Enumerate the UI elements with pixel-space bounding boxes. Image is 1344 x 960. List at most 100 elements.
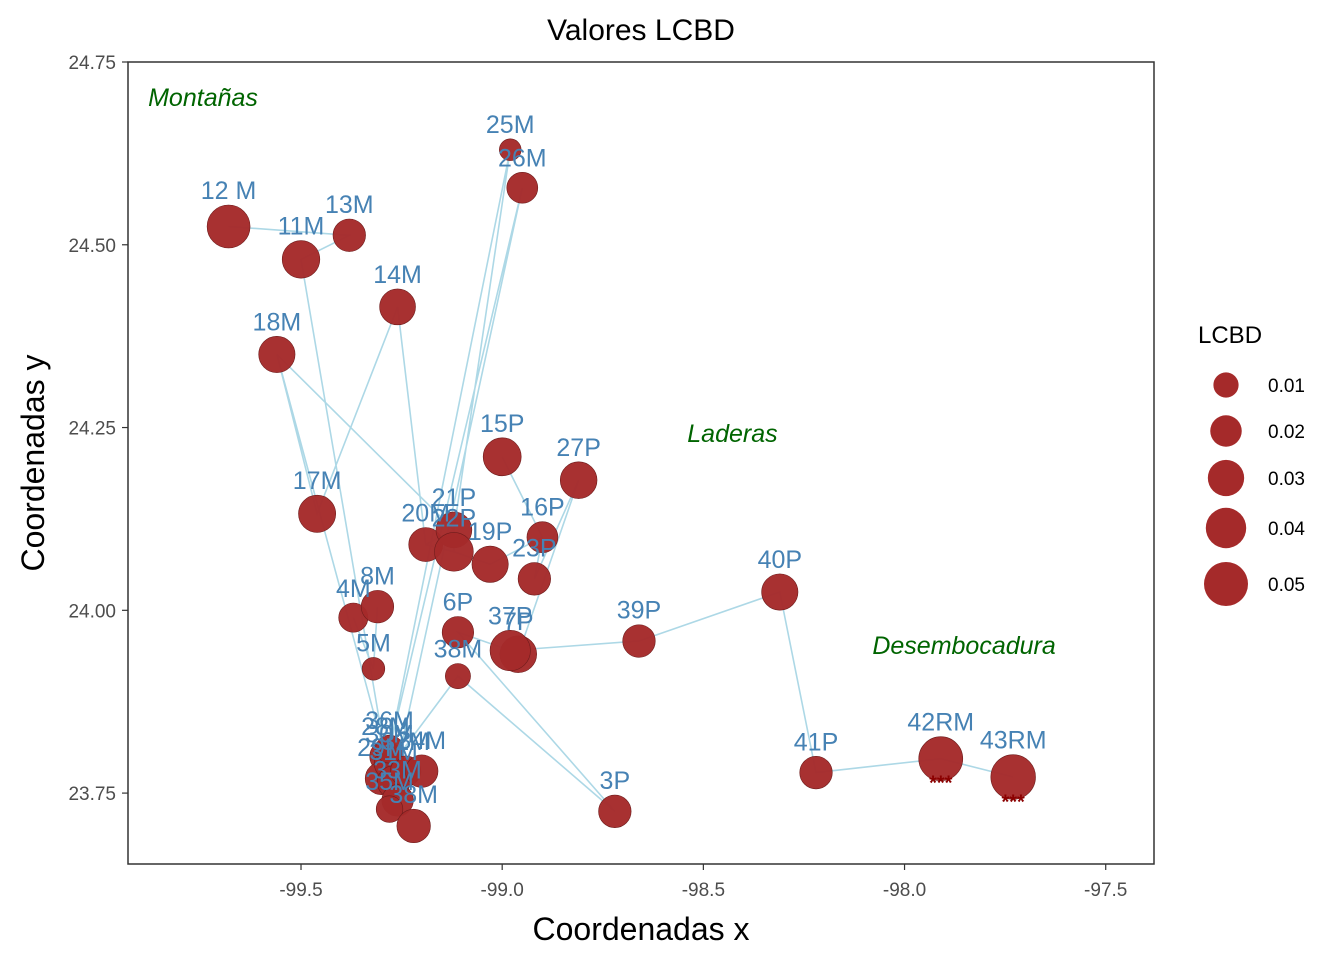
point-label: 17M: [293, 467, 342, 495]
data-point: [990, 754, 1036, 800]
point-label: 38M: [434, 636, 483, 664]
data-point: [375, 795, 404, 823]
point-label: 30M: [365, 721, 414, 749]
y-axis-label: Coordenadas y: [15, 354, 51, 571]
point-label: 23P: [512, 535, 556, 563]
x-tick-label: -97.5: [1084, 880, 1127, 901]
x-tick-label: -99.5: [279, 880, 322, 901]
data-point: [405, 754, 439, 788]
point-label: 18M: [253, 308, 302, 336]
point-label: 32M: [381, 728, 430, 756]
plot-area: *** *** 3P 4M 5M 6P 7P 8M 11M 12 M 13M 14M 15P 16P 17…: [127, 61, 1155, 865]
significance-label: ***: [1001, 791, 1025, 813]
legend-label: 0.04: [1268, 519, 1305, 540]
site-labels: 3P 4M 5M 6P 7P 8M 11M 12 M 13M 14M 15P 16P 17M 18M 19P…: [201, 111, 1047, 809]
legend-symbol: [1204, 562, 1248, 606]
legend-symbol: [1205, 507, 1247, 549]
point-label: 3P: [600, 767, 631, 795]
point-label: 39P: [617, 597, 661, 625]
point-label: 6P: [443, 588, 474, 616]
data-point: [206, 204, 251, 249]
data-point: [360, 590, 395, 624]
data-point: [281, 240, 321, 279]
legend-symbol: [1210, 415, 1242, 447]
point-label: 19P: [468, 518, 512, 546]
legend-items: 0.01 0.02 0.03 0.04 0.05: [1204, 372, 1305, 606]
point-label: 42RM: [907, 709, 974, 737]
data-point: [471, 545, 509, 583]
legend-title: LCBD: [1198, 322, 1262, 349]
significance-label: ***: [929, 773, 953, 795]
point-label: 29M: [357, 734, 406, 762]
point-label: 31M: [369, 738, 418, 766]
y-tick-label: 24.75: [68, 53, 116, 74]
y-axis: 23.75 24.00 24.25 24.50 24.75: [68, 53, 128, 805]
data-point: [332, 218, 366, 252]
legend-label: 0.03: [1268, 469, 1305, 490]
point-label: 27P: [556, 434, 600, 462]
point-label: 8M: [360, 562, 395, 590]
legend-label: 0.05: [1268, 575, 1305, 596]
point-label: 21P: [432, 484, 476, 512]
data-point: [761, 573, 799, 611]
point-label: 43RM: [980, 727, 1047, 755]
y-tick-label: 23.75: [68, 784, 116, 805]
chart-title: Valores LCBD: [547, 14, 735, 47]
region-label: Montañas: [148, 84, 258, 112]
point-label: 4M: [336, 575, 371, 603]
data-point: [379, 288, 416, 326]
point-label: 36M: [365, 707, 414, 735]
point-label: 5M: [356, 629, 391, 657]
data-point: [441, 616, 474, 649]
point-label: 38M: [389, 781, 438, 809]
point-label: 16P: [520, 494, 564, 522]
plot-panel: [127, 61, 1155, 865]
region-label: Desembocadura: [872, 632, 1056, 660]
point-label: 40P: [758, 546, 802, 574]
data-point: [506, 171, 539, 204]
point-label: 33M: [373, 757, 422, 785]
data-point: [598, 794, 632, 828]
point-label: 28M: [361, 713, 410, 741]
data-point: [499, 138, 522, 161]
data-point: [375, 734, 404, 764]
point-label: 14M: [373, 261, 422, 289]
data-point: [559, 461, 598, 499]
x-tick-label: -98.5: [682, 880, 725, 901]
y-tick-label: 24.00: [68, 601, 116, 622]
y-tick-label: 24.50: [68, 236, 116, 257]
point-label: 20M: [401, 499, 450, 527]
point-label: 26M: [498, 144, 547, 172]
data-point: [396, 808, 431, 844]
x-axis: -99.5 -99.0 -98.5 -98.0 -97.5: [279, 864, 1127, 901]
data-point: [482, 437, 522, 477]
point-label: 22P: [432, 504, 476, 532]
data-point: [298, 494, 337, 533]
significance-markers: *** ***: [929, 773, 1025, 814]
legend-symbol: [1207, 459, 1245, 497]
x-tick-label: -98.0: [883, 880, 926, 901]
data-point: [799, 756, 833, 790]
data-point: [445, 663, 471, 690]
region-labels: Montañas Laderas Desembocadura: [148, 84, 1056, 660]
data-point: [258, 335, 296, 373]
point-label: 11M: [278, 213, 325, 241]
legend-label: 0.01: [1268, 376, 1305, 397]
data-point: [489, 630, 531, 672]
region-label: Laderas: [687, 420, 777, 448]
point-label: 35M: [365, 768, 414, 796]
point-label: 12 M: [201, 177, 257, 205]
data-point: [622, 624, 656, 658]
point-label: 13M: [325, 191, 374, 219]
point-label: 7P: [503, 608, 534, 636]
site-points: [206, 138, 1036, 844]
data-point: [361, 657, 386, 681]
point-label: 37P: [488, 602, 532, 630]
legend-label: 0.02: [1268, 422, 1305, 443]
legend-symbol: [1213, 372, 1239, 398]
data-point: [918, 736, 964, 782]
data-point: [434, 532, 474, 572]
x-axis-label: Coordenadas x: [532, 911, 749, 947]
y-tick-label: 24.25: [68, 419, 116, 440]
